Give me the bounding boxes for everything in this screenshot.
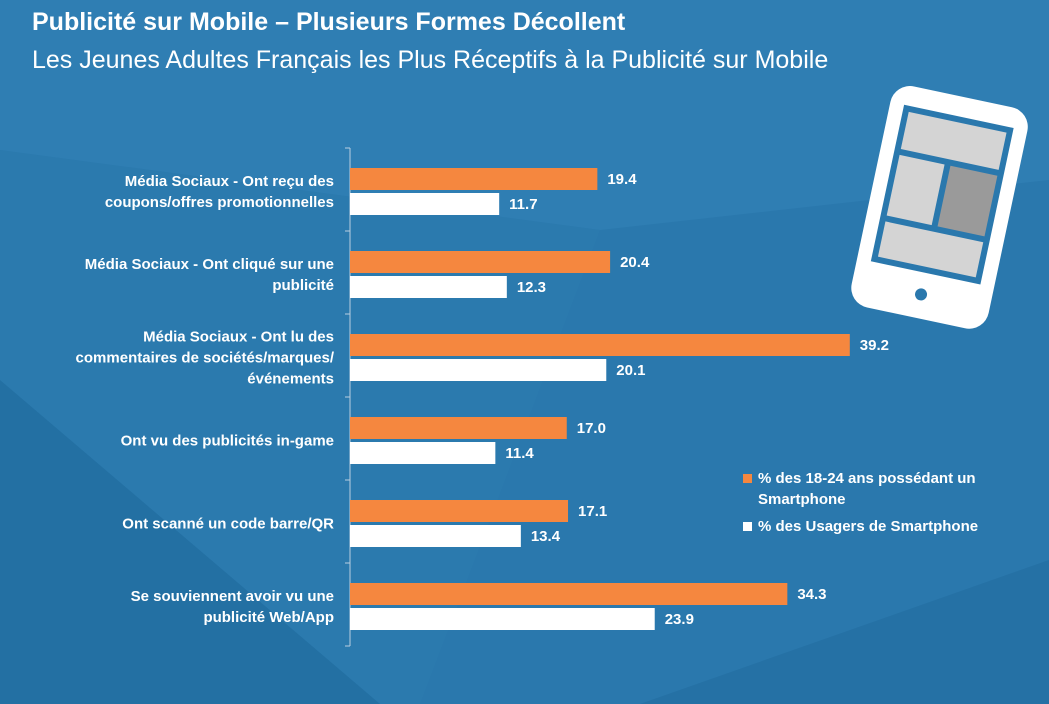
bar-series-b — [350, 359, 607, 381]
chart-subtitle: Les Jeunes Adultes Français les Plus Réc… — [32, 46, 829, 74]
data-label: 23.9 — [665, 611, 694, 628]
data-label: 20.4 — [620, 254, 650, 271]
data-label: 19.4 — [607, 171, 637, 188]
data-label: 34.3 — [797, 586, 826, 603]
category-label: Se souviennent avoir vu une publicité Web… — [131, 588, 334, 626]
category-label: Média Sociaux - Ont lu des commentaires d… — [76, 329, 335, 388]
bar-series-b — [350, 442, 496, 464]
legend-swatch-series-a — [743, 474, 752, 483]
data-label: 20.1 — [616, 362, 645, 379]
bar-series-a — [350, 334, 850, 356]
data-label: 11.7 — [509, 196, 537, 213]
smartphone-icon — [851, 86, 1028, 329]
data-label: 17.1 — [578, 503, 607, 520]
bar-series-a — [350, 417, 567, 439]
data-label: 17.0 — [577, 420, 606, 437]
bar-series-a — [350, 251, 611, 273]
bar-series-b — [350, 525, 521, 547]
legend-item-series-a: % des 18-24 ans possédant un Smartphone — [743, 468, 1030, 510]
bar-series-a — [350, 583, 788, 605]
bar-series-b — [350, 608, 655, 630]
legend: % des 18-24 ans possédant un Smartphone … — [743, 468, 1030, 543]
category-label: Média Sociaux - Ont cliqué sur une public… — [85, 256, 334, 294]
legend-label-series-a: % des 18-24 ans possédant un Smartphone — [758, 470, 976, 508]
category-label: Média Sociaux - Ont reçu des coupons/offr… — [105, 173, 334, 211]
bar-series-a — [350, 500, 569, 522]
bar-series-a — [350, 168, 598, 190]
chart-title: Publicité sur Mobile – Plusieurs Formes … — [32, 8, 626, 36]
legend-label-series-b: % des Usagers de Smartphone — [758, 518, 979, 535]
data-label: 11.4 — [505, 445, 534, 462]
category-label: Ont vu des publicités in-game — [121, 433, 334, 450]
category-label: Ont scanné un code barre/QR — [122, 516, 334, 533]
legend-item-series-b: % des Usagers de Smartphone — [743, 516, 1030, 537]
data-label: 13.4 — [531, 528, 561, 545]
data-label: 12.3 — [517, 279, 546, 296]
bar-series-b — [350, 193, 500, 215]
legend-swatch-series-b — [743, 522, 752, 531]
data-label: 39.2 — [860, 337, 889, 354]
bar-series-b — [350, 276, 507, 298]
